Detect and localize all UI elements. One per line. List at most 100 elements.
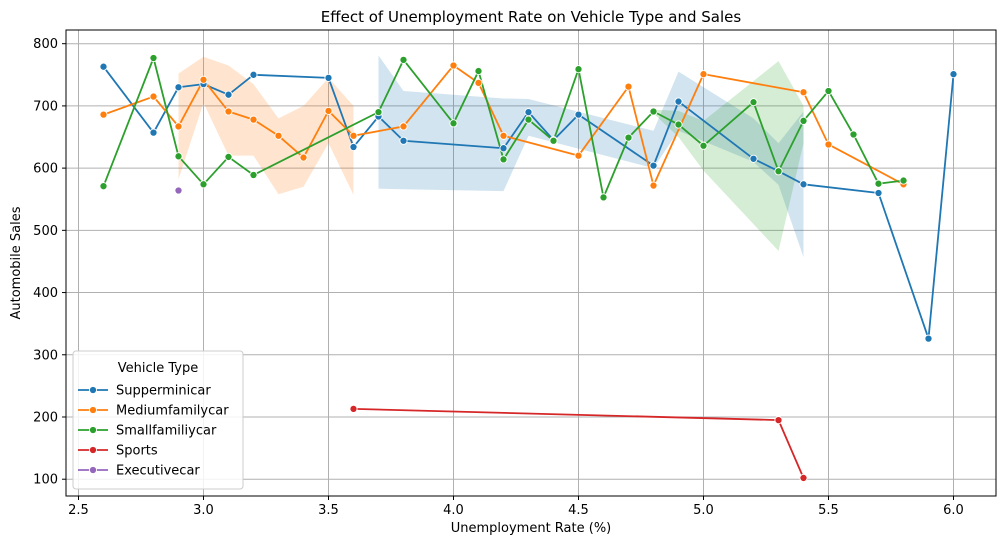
legend-entry-mediumfamilycar: Mediumfamilycar (116, 404, 229, 419)
mediumfamilycar-point (149, 92, 158, 101)
executivecar-legend-marker (88, 465, 98, 475)
x-tick-label: 3.0 (193, 503, 214, 518)
smallfamiliycar-point (174, 152, 183, 161)
smallfamiliycar-point (699, 141, 708, 150)
mediumfamilycar-point (399, 122, 408, 131)
smallfamiliycar-point (99, 182, 108, 191)
mediumfamilycar-point (624, 82, 633, 91)
x-axis-title: Unemployment Rate (%) (451, 521, 612, 536)
supperminicar-point (399, 136, 408, 145)
smallfamiliycar-point (149, 53, 158, 63)
executivecar-point (174, 186, 183, 195)
mediumfamilycar-point (249, 115, 258, 124)
sports-point (799, 473, 808, 483)
y-tick-label: 200 (33, 410, 58, 425)
smallfamiliycar-point (874, 179, 883, 188)
legend-entry-sports: Sports (116, 444, 158, 459)
smallfamiliycar-legend-marker (88, 425, 98, 435)
y-tick-label: 600 (33, 162, 58, 177)
legend-entry-smallfamiliycar: Smallfamiliycar (116, 424, 217, 439)
x-tick-label: 3.5 (318, 503, 339, 518)
supperminicar-point (149, 128, 158, 137)
mediumfamilycar-point (699, 70, 708, 79)
supperminicar-point (874, 188, 883, 198)
y-tick-label: 800 (33, 37, 58, 52)
supperminicar-point (799, 180, 808, 189)
y-tick-label: 100 (33, 473, 58, 488)
smallfamiliycar-point (824, 86, 833, 96)
smallfamiliycar-point (799, 116, 808, 125)
y-axis-title: Automobile Sales (9, 206, 24, 319)
smallfamiliycar-point (574, 65, 583, 74)
mediumfamilycar-point (274, 131, 283, 140)
smallfamiliycar-point (624, 133, 633, 142)
smallfamiliycar-point (199, 180, 208, 189)
supperminicar-point (649, 161, 658, 170)
plot-frame (65, 29, 997, 497)
supperminicar-band (378, 55, 804, 258)
mediumfamilycar-point (174, 122, 183, 131)
sports-legend-marker (88, 445, 98, 455)
supperminicar-point (499, 144, 508, 153)
mediumfamilycar-legend-marker (88, 405, 98, 415)
supperminicar-point (224, 90, 233, 99)
y-axis-ticks: 100 200 300 400 500 600 700 800 (33, 37, 66, 488)
x-tick-label: 4.0 (443, 503, 464, 518)
smallfamiliycar-line (102, 57, 904, 199)
supperminicar-point (924, 334, 933, 343)
supperminicar-point (524, 108, 533, 117)
supperminicar-point (249, 70, 258, 79)
smallfamiliycar-point (249, 170, 258, 180)
supperminicar-legend-marker (88, 385, 98, 395)
y-tick-label: 400 (33, 286, 58, 301)
mediumfamilycar-point (299, 153, 308, 162)
smallfamiliycar-point (549, 136, 558, 145)
x-tick-label: 5.0 (693, 503, 714, 518)
mediumfamilycar-point (574, 151, 583, 160)
x-tick-label: 2.5 (68, 503, 89, 518)
mediumfamilycar-point (349, 131, 358, 140)
mediumfamilycar-point (799, 88, 808, 97)
mediumfamilycar-point (499, 131, 508, 140)
x-tick-label: 6.0 (943, 503, 964, 518)
smallfamiliycar-point (224, 152, 233, 161)
mediumfamilycar-point (224, 107, 233, 116)
supperminicar-point (949, 70, 958, 79)
smallfamiliycar-point (749, 98, 758, 107)
legend: Vehicle Type Supperminicar Mediumfamilyca… (72, 350, 244, 490)
x-tick-label: 4.5 (568, 503, 589, 518)
y-tick-label: 300 (33, 348, 58, 363)
supperminicar-point (174, 83, 183, 92)
mediumfamilycar-point (649, 181, 658, 190)
sports-point (349, 404, 358, 413)
legend-title: Vehicle Type (118, 361, 198, 376)
mediumfamilycar-point (99, 110, 108, 119)
supperminicar-point (749, 154, 758, 163)
confidence-bands (178, 55, 804, 258)
x-tick-label: 5.5 (818, 503, 839, 518)
mediumfamilycar-point (474, 78, 483, 87)
smallfamiliycar-point (374, 108, 383, 117)
supperminicar-point (574, 110, 583, 119)
mediumfamilycar-point (199, 75, 208, 84)
supperminicar-point (349, 142, 358, 152)
smallfamiliycar-point (499, 155, 508, 164)
supperminicar-point (99, 62, 108, 71)
supperminicar-line (102, 66, 955, 340)
smallfamiliycar-band (653, 61, 804, 251)
legend-entry-executivecar: Executivecar (116, 464, 200, 479)
legend-box (72, 350, 244, 490)
smallfamiliycar-point (849, 130, 858, 139)
chart-title: Effect of Unemployment Rate on Vehicle T… (321, 8, 742, 26)
smallfamiliycar-point (899, 176, 908, 185)
smallfamiliycar-point (524, 115, 533, 124)
mediumfamilycar-point (449, 61, 458, 70)
smallfamiliycar-point (474, 67, 483, 76)
sports-point (774, 416, 783, 425)
supperminicar-point (674, 97, 683, 106)
y-tick-label: 700 (33, 99, 58, 114)
x-axis-ticks: 2.5 3.0 3.5 4.0 4.5 5.0 5.5 6.0 (68, 496, 964, 518)
legend-entry-supperminicar: Supperminicar (116, 384, 211, 399)
smallfamiliycar-point (399, 55, 408, 64)
